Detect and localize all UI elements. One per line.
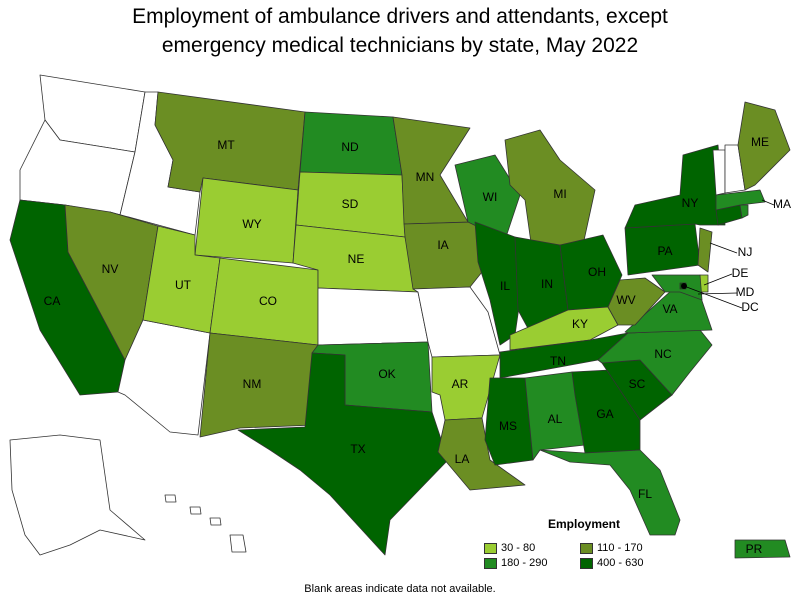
state-label-il: IL: [500, 279, 510, 293]
state-label-de: DE: [732, 266, 749, 280]
state-tx: [237, 352, 449, 556]
state-hi: [164, 494, 247, 553]
legend-item-2: 110 - 170: [580, 542, 676, 554]
legend-label-1: 30 - 80: [501, 542, 536, 554]
state-label-sd: SD: [342, 197, 359, 211]
callout-line-nj: [709, 242, 738, 254]
map-title: Employment of ambulance drivers and atte…: [0, 2, 800, 60]
legend-label-3: 180 - 290: [501, 557, 548, 569]
state-ma: [715, 189, 766, 211]
legend-grid: 30 - 80 110 - 170 180 - 290 400 - 630: [484, 542, 684, 569]
state-label-ca: CA: [44, 294, 61, 308]
legend-swatch-2: [580, 542, 593, 554]
dc-dot-marker: [681, 283, 687, 289]
state-label-ny: NY: [682, 196, 699, 210]
state-label-ar: AR: [452, 377, 469, 391]
state-label-oh: OH: [588, 265, 606, 279]
state-label-ok: OK: [378, 367, 395, 381]
state-nj: [697, 227, 713, 273]
legend-item-4: 400 - 630: [580, 557, 676, 569]
legend-title: Employment: [547, 517, 620, 531]
callout-line-dc: [683, 285, 743, 309]
state-ny: [624, 144, 726, 229]
state-al: [524, 371, 586, 461]
legend-item-1: 30 - 80: [484, 542, 580, 554]
state-label-pr: PR: [746, 542, 763, 556]
state-me: [737, 101, 791, 191]
state-nm: [199, 332, 319, 438]
legend-label-2: 110 - 170: [597, 542, 643, 554]
title-line-1: Employment of ambulance drivers and atte…: [132, 5, 668, 28]
state-label-al: AL: [548, 412, 563, 426]
state-va: [624, 289, 713, 334]
state-label-mi: MI: [553, 187, 566, 201]
state-label-va: VA: [662, 302, 677, 316]
legend: Employment 30 - 80 110 - 170 180 - 290 4…: [484, 517, 684, 569]
state-mi: [504, 129, 596, 251]
state-label-co: CO: [259, 294, 277, 308]
state-label-nv: NV: [102, 262, 119, 276]
state-ms: [484, 377, 534, 466]
state-label-me: ME: [751, 135, 769, 149]
state-label-mn: MN: [416, 170, 435, 184]
state-label-nm: NM: [243, 377, 262, 391]
state-label-pa: PA: [657, 244, 672, 258]
state-label-ga: GA: [596, 407, 613, 421]
state-label-ky: KY: [572, 317, 588, 331]
state-label-wy: WY: [242, 217, 261, 231]
state-label-ma: MA: [773, 197, 791, 211]
state-ri: [739, 204, 749, 219]
legend-item-3: 180 - 290: [484, 557, 580, 569]
state-md: [651, 274, 703, 301]
state-label-tn: TN: [550, 354, 566, 368]
state-label-nj: NJ: [738, 245, 753, 259]
legend-swatch-4: [580, 557, 593, 569]
footnote: Blank areas indicate data not available.: [304, 583, 496, 595]
callout-line-ma: [761, 199, 775, 206]
state-label-wv: WV: [616, 293, 635, 307]
state-ks: [317, 287, 429, 346]
state-label-wi: WI: [483, 190, 498, 204]
state-label-md: MD: [736, 285, 755, 299]
state-label-fl: FL: [638, 487, 652, 501]
state-label-dc: DC: [741, 300, 759, 314]
state-label-mt: MT: [217, 138, 235, 152]
state-wi: [454, 154, 521, 241]
state-label-ut: UT: [175, 278, 192, 292]
title-line-2: emergency medical technicians by state, …: [161, 34, 639, 57]
callout-line-de: [703, 273, 733, 286]
state-label-in: IN: [541, 277, 553, 291]
state-label-tx: TX: [350, 442, 365, 456]
state-label-ne: NE: [348, 252, 365, 266]
legend-swatch-1: [484, 542, 497, 554]
state-label-ms: MS: [499, 419, 517, 433]
state-label-nc: NC: [654, 347, 672, 361]
state-label-nd: ND: [341, 140, 359, 154]
legend-label-4: 400 - 630: [597, 557, 644, 569]
state-ak: [9, 434, 146, 556]
state-pr: [734, 539, 791, 559]
state-label-ia: IA: [437, 238, 448, 252]
state-la: [437, 417, 526, 491]
state-label-sc: SC: [629, 377, 646, 391]
state-label-la: LA: [455, 452, 470, 466]
state-fl: [539, 449, 681, 536]
legend-swatch-3: [484, 557, 497, 569]
